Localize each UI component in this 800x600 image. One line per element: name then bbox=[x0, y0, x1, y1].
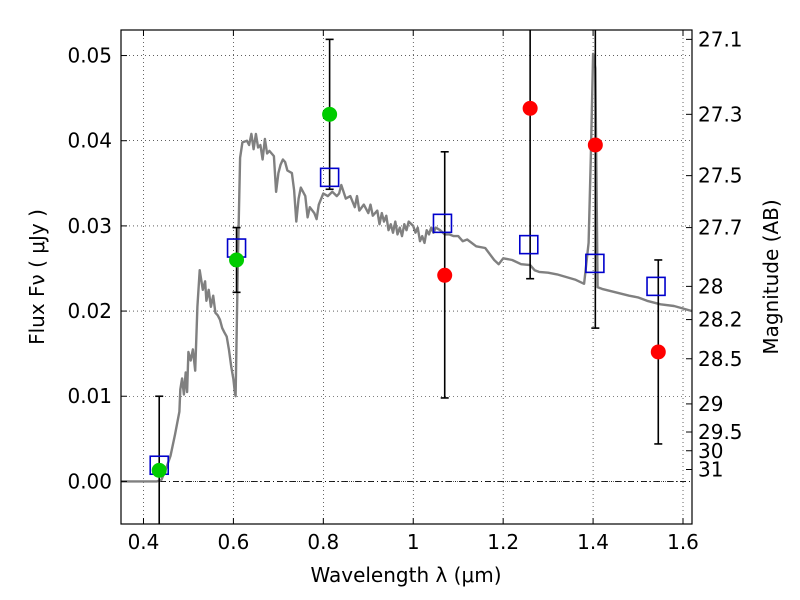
model-flux-square bbox=[646, 276, 666, 297]
x-tick-label: 0.4 bbox=[128, 530, 160, 554]
x-tick-label: 1.4 bbox=[577, 530, 609, 554]
green-flux-point bbox=[322, 106, 338, 122]
green-flux-point bbox=[151, 462, 167, 478]
x-tick-label: 1.6 bbox=[667, 530, 699, 554]
right-tick-label: 28.2 bbox=[698, 308, 743, 332]
right-tick-label: 29 bbox=[698, 392, 723, 416]
right-tick-label: 27.1 bbox=[698, 27, 743, 51]
y-tick-label: 0.05 bbox=[67, 44, 112, 68]
right-tick-label: 27.7 bbox=[698, 216, 743, 240]
right-tick-label: 29.5 bbox=[698, 420, 743, 444]
right-tick-label: 27.5 bbox=[698, 164, 743, 188]
plot-frame bbox=[120, 29, 693, 525]
model-flux-square bbox=[585, 253, 605, 274]
x-tick-label: 1.2 bbox=[487, 530, 519, 554]
x-axis-label: Wavelength λ (μm) bbox=[310, 563, 501, 587]
spectrum-line bbox=[121, 52, 692, 483]
x-tick-label: 0.6 bbox=[217, 530, 249, 554]
y-tick-label: 0.00 bbox=[67, 469, 112, 493]
y-tick-label: 0.03 bbox=[67, 214, 112, 238]
red-flux-point bbox=[437, 267, 453, 283]
green-flux-point bbox=[229, 252, 245, 268]
right-tick-label: 28.5 bbox=[698, 347, 743, 371]
model-flux-square bbox=[432, 213, 453, 234]
red-flux-point bbox=[650, 344, 666, 360]
x-tick-label: 0.8 bbox=[307, 530, 339, 554]
ticks: 0.4 0.6 0.8 1 1.2 1.4 1.6 0.00 0.01 0.02 0.03 0.04 0… bbox=[67, 27, 742, 554]
right-tick-label: 27.3 bbox=[698, 102, 743, 126]
y-axis-label-right: Magnitude (AB) bbox=[759, 199, 783, 354]
plot-background bbox=[121, 30, 692, 524]
y-axis-label-left: Flux Fν ( μJy ) bbox=[25, 209, 49, 345]
right-tick-label: 30 bbox=[698, 439, 723, 463]
y-tick-label: 0.02 bbox=[67, 299, 112, 323]
red-flux-point bbox=[587, 137, 603, 153]
model-flux-square bbox=[319, 167, 340, 188]
markers bbox=[149, 100, 666, 478]
model-flux-square bbox=[518, 234, 539, 255]
y-tick-label: 0.01 bbox=[67, 384, 112, 408]
red-flux-point bbox=[522, 100, 538, 116]
right-tick-label: 31 bbox=[698, 457, 723, 481]
y-tick-label: 0.04 bbox=[67, 129, 112, 153]
model-spectrum bbox=[121, 52, 692, 483]
x-tick-label: 1 bbox=[407, 530, 420, 554]
right-tick-label: 28 bbox=[698, 274, 723, 298]
